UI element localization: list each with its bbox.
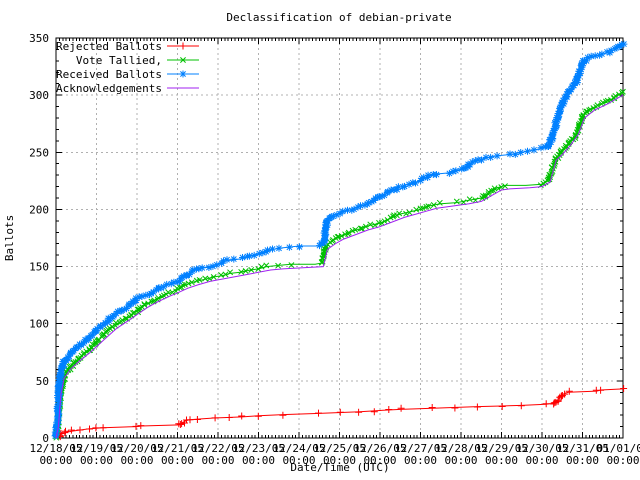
y-tick-label: 200 (29, 203, 49, 216)
x-tick-label-time: 00:00 (282, 454, 315, 467)
x-tick-label-date: 12/21/05 (151, 442, 204, 455)
x-tick-label-time: 00:00 (606, 454, 639, 467)
x-tick-label-date: 12/24/05 (273, 442, 326, 455)
chart-title: Declassification of debian-private (226, 11, 451, 24)
x-tick-label-time: 00:00 (242, 454, 275, 467)
y-tick-label: 50 (36, 375, 49, 388)
legend-label-rejected-ballots: Rejected Ballots (56, 40, 162, 53)
x-tick-label-time: 00:00 (363, 454, 396, 467)
x-tick-label-time: 00:00 (120, 454, 153, 467)
y-tick-label: 0 (42, 432, 49, 445)
legend-sample-lines (167, 42, 199, 89)
x-tick-label-date: 12/23/05 (232, 442, 285, 455)
x-tick-label-time: 00:00 (323, 454, 356, 467)
legend-sample-vote-tallied (167, 57, 199, 63)
legend-label-vote-tallied: Vote Tallied, (76, 54, 162, 67)
x-tick-label-time: 00:00 (201, 454, 234, 467)
x-tick-label-time: 00:00 (161, 454, 194, 467)
x-tick-label-time: 00:00 (444, 454, 477, 467)
y-axis-label: Ballots (3, 215, 16, 261)
legend-label-received-ballots: Received Ballots (56, 68, 162, 81)
legend-sample-rejected-ballots (167, 42, 199, 50)
x-tick-label-date: 01/01/06 (597, 442, 640, 455)
x-tick-label-time: 00:00 (39, 454, 72, 467)
x-tick-label-date: 12/29/05 (475, 442, 528, 455)
tick-labels: 05010015020025030035012/18/0500:0012/19/… (29, 32, 640, 467)
y-tick-label: 300 (29, 89, 49, 102)
legend-label-acknowledgements: Acknowledgements (56, 82, 162, 95)
x-tick-label-date: 12/25/05 (313, 442, 366, 455)
x-tick-label-date: 12/30/05 (516, 442, 569, 455)
x-tick-label-time: 00:00 (566, 454, 599, 467)
x-tick-label-date: 12/22/05 (192, 442, 245, 455)
x-tick-label-time: 00:00 (404, 454, 437, 467)
x-tick-label-date: 12/27/05 (394, 442, 447, 455)
data-series (51, 40, 628, 441)
x-tick-label-date: 12/19/05 (70, 442, 123, 455)
x-tick-label-date: 12/28/05 (435, 442, 488, 455)
x-tick-label-time: 00:00 (525, 454, 558, 467)
legend: Rejected Ballots Vote Tallied, Received … (56, 40, 199, 95)
x-tick-label-time: 00:00 (485, 454, 518, 467)
x-axis-label: Date/Time (UTC) (290, 461, 389, 474)
series-markers-rejected-ballots (54, 385, 628, 441)
x-tick-label-date: 12/18/05 (30, 442, 83, 455)
y-tick-label: 250 (29, 146, 49, 159)
x-tick-label-date: 12/20/05 (111, 442, 164, 455)
y-tick-label: 150 (29, 261, 49, 274)
x-tick-label-time: 00:00 (80, 454, 113, 467)
y-tick-label: 100 (29, 318, 49, 331)
y-tick-label: 350 (29, 32, 49, 45)
series-markers-received-ballots (51, 40, 628, 440)
x-tick-label-date: 12/31/05 (556, 442, 609, 455)
series-line-acknowledgements (55, 94, 624, 439)
x-tick-label-date: 12/26/05 (354, 442, 407, 455)
legend-sample-received-ballots (167, 70, 199, 78)
